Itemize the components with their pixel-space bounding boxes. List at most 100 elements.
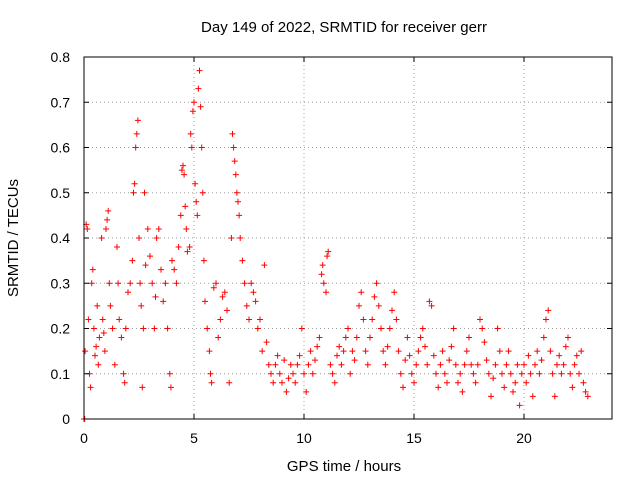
data-point (549, 370, 556, 377)
data-point (276, 370, 283, 377)
data-point (230, 144, 237, 151)
data-point (340, 348, 347, 355)
data-point (265, 361, 272, 368)
data-point (129, 257, 136, 264)
data-point (415, 348, 422, 355)
data-point (131, 180, 138, 187)
data-point (324, 253, 331, 260)
y-tick-label: 0.1 (51, 366, 71, 382)
y-axis-tick-labels: 0 0.1 0.2 0.3 0.4 0.5 0.6 0.7 0.8 (51, 49, 71, 427)
data-point (353, 334, 360, 341)
data-point (441, 370, 448, 377)
data-point (468, 361, 475, 368)
data-point (200, 257, 207, 264)
y-tick-label: 0.3 (51, 275, 71, 291)
data-point (187, 130, 194, 137)
data-point (450, 325, 457, 332)
data-point (149, 280, 156, 287)
data-point (312, 357, 318, 364)
data-point (428, 302, 435, 309)
data-point (411, 379, 417, 386)
data-point (142, 262, 149, 269)
data-point (243, 302, 250, 309)
data-point (290, 370, 296, 377)
data-point (488, 393, 494, 400)
data-point (101, 348, 108, 355)
x-tick-label: 20 (516, 430, 532, 446)
data-point (327, 361, 334, 368)
data-point (166, 370, 173, 377)
data-point (309, 370, 316, 377)
data-point (254, 325, 261, 332)
data-point (474, 361, 481, 368)
data-point (496, 348, 503, 355)
data-point (455, 379, 461, 386)
data-point (239, 257, 246, 264)
data-point (99, 316, 106, 323)
data-point (435, 384, 442, 391)
data-point (88, 280, 95, 287)
data-point (494, 325, 501, 332)
data-point (197, 103, 204, 110)
data-point (122, 325, 129, 332)
data-point (106, 280, 113, 287)
data-point (567, 370, 574, 377)
data-point (287, 361, 294, 368)
data-point (298, 325, 305, 332)
data-point (358, 289, 365, 296)
data-point (360, 316, 367, 323)
data-point (470, 370, 477, 377)
data-point (270, 379, 277, 386)
data-point (510, 388, 516, 395)
data-point (545, 307, 552, 314)
data-point (180, 162, 186, 169)
y-tick-label: 0.2 (51, 321, 71, 337)
data-point (490, 375, 497, 382)
data-point (316, 334, 323, 341)
data-point (378, 325, 384, 332)
data-point (301, 370, 307, 377)
data-point (334, 352, 340, 359)
data-point (543, 316, 549, 323)
data-point (417, 334, 424, 341)
data-point (373, 280, 380, 287)
data-point (461, 361, 468, 368)
data-point (261, 262, 268, 269)
data-point (153, 235, 160, 241)
data-point (452, 361, 459, 368)
data-point (138, 302, 145, 309)
data-point (424, 361, 431, 368)
data-point (459, 388, 466, 395)
data-point (521, 361, 527, 368)
data-point (499, 370, 505, 377)
data-point (492, 361, 499, 368)
data-point (551, 393, 558, 400)
data-point (523, 379, 530, 386)
x-tick-label: 15 (406, 430, 422, 446)
data-point (136, 235, 142, 241)
data-point (208, 379, 215, 386)
data-point (248, 280, 255, 287)
data-point (130, 189, 137, 196)
data-point (272, 361, 279, 368)
data-point (221, 289, 228, 296)
data-point (303, 388, 310, 395)
data-point (307, 348, 314, 355)
data-point (283, 388, 290, 395)
data-point (210, 284, 217, 291)
data-point (90, 325, 97, 332)
data-point (472, 379, 479, 386)
y-axis-label: SRMTID / TECUs (5, 179, 22, 297)
data-point (406, 352, 413, 359)
data-point (213, 280, 219, 287)
data-point (430, 352, 437, 359)
data-point (314, 343, 321, 350)
data-point (294, 361, 301, 368)
data-point (188, 144, 195, 151)
data-point (279, 379, 285, 386)
data-point (236, 212, 243, 219)
data-point (111, 361, 118, 368)
data-point (584, 393, 591, 400)
data-point (463, 348, 470, 355)
data-point (527, 370, 534, 377)
